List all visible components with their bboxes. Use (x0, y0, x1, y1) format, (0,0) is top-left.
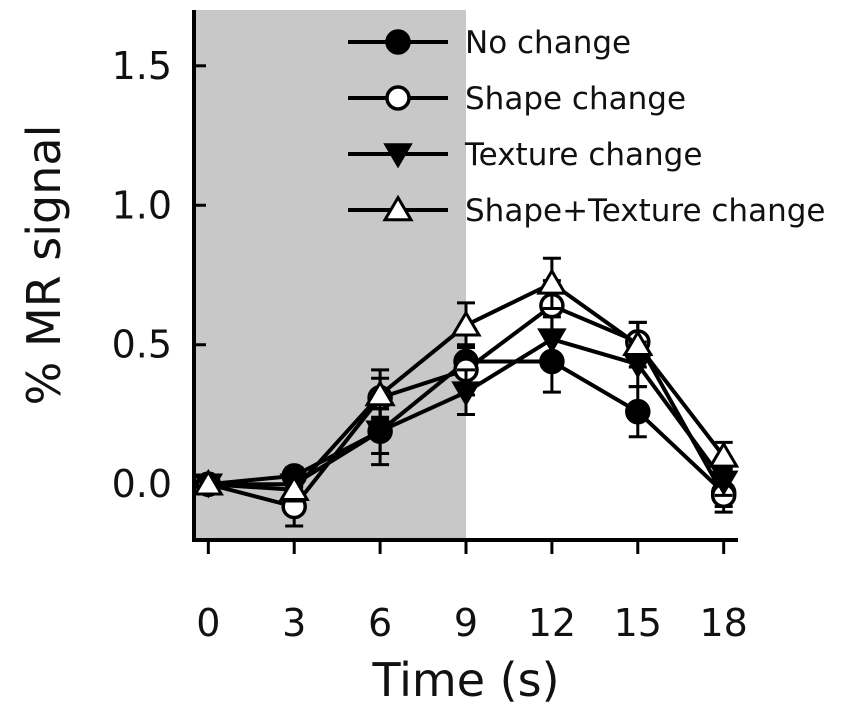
y-axis-title: % MR signal (17, 125, 71, 406)
y-tick-label: 0.0 (112, 462, 172, 506)
legend-label: Shape+Texture change (465, 193, 825, 229)
legend-label: Shape change (465, 81, 686, 117)
x-tick-label: 18 (700, 601, 748, 645)
data-point-texture-change (451, 381, 481, 407)
data-point-shape-texture-change (708, 441, 740, 468)
legend-marker (385, 29, 411, 55)
y-tick-label: 1.0 (112, 183, 172, 227)
x-axis-title: Time (s) (371, 653, 559, 707)
data-point-no-change (625, 398, 651, 425)
data-point-texture-change (537, 328, 567, 354)
series-group (192, 256, 740, 528)
x-tick-label: 0 (196, 601, 220, 645)
x-axis-ticks: 0 3 6 9 12 15 18 (196, 540, 748, 645)
x-tick-label: 3 (282, 601, 306, 645)
data-point-shape-texture-change (622, 329, 654, 356)
legend: No change Shape change Texture change Shape… (348, 25, 825, 229)
y-tick-label: 0.5 (112, 323, 172, 367)
x-tick-label: 12 (528, 601, 576, 645)
legend-item-shape-texture-change: Shape+Texture change (348, 193, 825, 229)
x-tick-label: 15 (614, 601, 662, 645)
data-point-shape-texture-change (450, 309, 482, 337)
legend-label: Texture change (464, 137, 702, 173)
legend-marker (385, 85, 411, 111)
legend-item-shape-change: Shape change (348, 81, 686, 117)
legend-label: No change (465, 25, 631, 61)
y-axis-ticks: 0.0 0.5 1.0 1.5 (112, 44, 206, 506)
series-shape-texture-change (192, 256, 740, 503)
legend-marker (382, 194, 414, 222)
legend-marker (383, 143, 413, 169)
data-point-shape-texture-change (278, 474, 310, 502)
x-tick-label: 9 (454, 601, 478, 645)
data-point-shape-texture-change (192, 468, 224, 496)
legend-item-texture-change: Texture change (348, 137, 702, 173)
data-point-shape-texture-change (364, 379, 396, 407)
y-tick-label: 1.5 (112, 44, 172, 88)
x-tick-label: 6 (368, 601, 392, 645)
legend-item-no-change: No change (348, 25, 631, 61)
data-point-shape-texture-change (536, 268, 568, 295)
